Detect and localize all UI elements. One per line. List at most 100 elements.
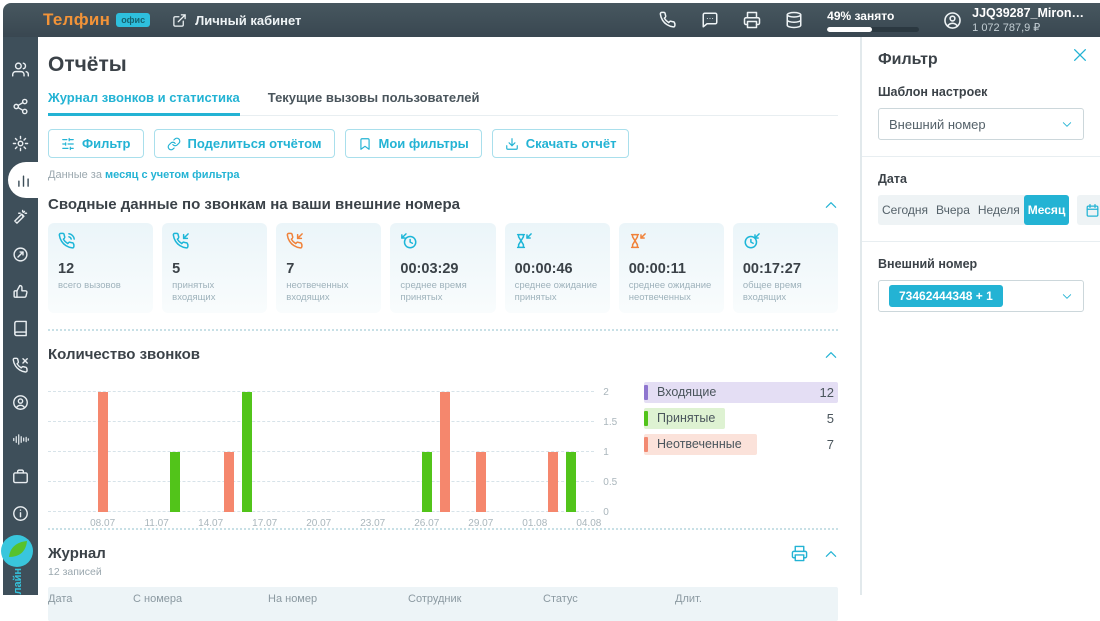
chart-collapse-chevron-icon[interactable] <box>824 348 838 361</box>
leaf-logo-icon[interactable] <box>0 530 40 570</box>
journal-collapse-chevron-icon[interactable] <box>824 547 838 560</box>
summary-collapse-chevron-icon[interactable] <box>824 198 838 211</box>
sidebar-item-bar-chart[interactable] <box>8 162 38 198</box>
filter-button[interactable]: Фильтр <box>48 129 144 158</box>
summary-title: Сводные данные по звонкам на ваши внешни… <box>48 196 460 213</box>
account-name: JJQ39287_Miron… <box>972 5 1084 20</box>
date-option-неделя[interactable]: Неделя <box>977 203 1020 217</box>
journal-column-header: Сотрудник <box>408 592 462 605</box>
stat-label: среднее ожидание неотвеченных <box>628 280 712 304</box>
chart-y-axis: 0 0.5 1 1.5 2 <box>594 380 620 518</box>
stat-card-2: 7 неотвеченных входящих <box>276 223 382 313</box>
sidebar-item-users[interactable] <box>3 51 38 87</box>
book-icon <box>12 320 29 337</box>
phone-call-icon <box>58 232 76 250</box>
sidebar-item-info[interactable] <box>3 495 38 531</box>
sidebar-item-target[interactable] <box>3 236 38 272</box>
x-axis-tick: 01.08 <box>522 517 548 529</box>
stat-card-1: 5 принятых входящих <box>162 223 268 313</box>
x-axis-tick: 20.07 <box>306 517 332 529</box>
chart-title: Количество звонков <box>48 345 200 363</box>
filter-note-link[interactable]: месяц с учетом фильтра <box>105 169 240 181</box>
journal-table-header: Дата С номера На номер Сотрудник Статус Длит. <box>48 586 838 621</box>
template-select-value: Внешний номер <box>889 116 986 132</box>
sidebar-item-phone-x[interactable] <box>3 347 38 383</box>
stat-value: 7 <box>286 261 295 277</box>
sidebar-item-briefcase[interactable] <box>3 458 38 494</box>
bookmark-button[interactable]: Мои фильтры <box>344 129 482 158</box>
capacity-usage: 49% занято <box>827 9 920 32</box>
printer-icon[interactable] <box>743 11 761 29</box>
legend-swatch <box>644 384 649 400</box>
sidebar-item-wand[interactable] <box>3 199 38 235</box>
calls-chart: 08.07 11.07 14.07 17.07 20.07 23.07 26.07 29.07… <box>48 380 838 529</box>
sidebar-item-gear[interactable] <box>3 125 38 161</box>
y-axis-tick: 1.5 <box>603 416 618 428</box>
telfin-logo[interactable]: Телфин офис <box>43 10 151 30</box>
target-icon <box>12 246 29 263</box>
legend-item-2[interactable]: Неотвеченные 7 <box>644 433 838 455</box>
stat-card-6: 00:17:27 общее время входящих <box>732 223 838 313</box>
calendar-icon <box>1085 203 1100 218</box>
sidebar-item-voice[interactable] <box>3 421 38 457</box>
stat-label: общее время входящих <box>742 280 802 304</box>
y-axis-tick: 0 <box>603 506 609 518</box>
avatar-icon <box>943 11 962 30</box>
external-number-label: Внешний номер <box>878 257 978 271</box>
sidebar-item-contact[interactable] <box>3 384 38 420</box>
external-number-select[interactable]: 73462444348 + 1 <box>878 280 1084 312</box>
chart-bar <box>169 451 180 512</box>
legend-item-1[interactable]: Принятые 5 <box>644 407 838 429</box>
storage-icon[interactable] <box>785 11 803 29</box>
date-option-вчера[interactable]: Вчера <box>936 203 970 217</box>
sidebar-item-book[interactable] <box>3 310 38 346</box>
bar-chart-icon <box>15 172 32 189</box>
chart-bar <box>439 391 450 512</box>
y-axis-tick: 0.5 <box>603 476 618 488</box>
briefcase-icon <box>12 468 29 485</box>
legend-item-0[interactable]: Входящие 12 <box>644 381 838 403</box>
account-balance: 1 072 787,9 ₽ <box>972 22 1041 35</box>
stat-value: 00:00:46 <box>514 261 573 277</box>
link-button[interactable]: Поделиться отчётом <box>153 129 335 158</box>
main-content: Отчёты Журнал звонков и статистика Текущи… <box>38 37 861 621</box>
stat-value: 00:17:27 <box>742 261 801 277</box>
journal-column-header: На номер <box>268 592 318 605</box>
stat-label: неотвеченных входящих <box>286 280 349 304</box>
tab-1[interactable]: Текущие вызовы пользователей <box>267 90 480 105</box>
download-button[interactable]: Скачать отчёт <box>491 129 630 158</box>
legend-value: 12 <box>819 384 834 400</box>
chart-bar <box>97 391 108 512</box>
sidebar-item-thumbs-up[interactable] <box>3 273 38 309</box>
usage-progress-fill <box>827 26 873 32</box>
chat-icon[interactable] <box>701 11 719 29</box>
usage-progressbar <box>827 26 920 32</box>
personal-cabinet-link[interactable]: Личный кабинет <box>172 13 301 28</box>
page-title: Отчёты <box>48 53 127 76</box>
logo-badge: офис <box>116 13 151 27</box>
phone-icon[interactable] <box>659 11 677 29</box>
filter-note: Данные за месяц с учетом фильтра <box>48 169 838 181</box>
wand-icon <box>12 209 29 226</box>
clock-incoming-icon <box>400 232 418 250</box>
stat-value: 12 <box>58 261 75 277</box>
bookmark-icon <box>358 137 372 151</box>
close-icon[interactable] <box>1072 47 1088 63</box>
x-axis-tick: 29.07 <box>468 517 494 529</box>
tab-0[interactable]: Журнал звонков и статистика <box>48 90 240 116</box>
account-menu[interactable]: JJQ39287_Miron… 1 072 787,9 ₽ <box>943 5 1084 35</box>
date-label: Дата <box>878 172 907 186</box>
sidebar-footer: лайн <box>0 530 40 595</box>
chart-bar <box>547 451 558 512</box>
journal-print-icon[interactable] <box>791 545 808 562</box>
chevron-down-icon <box>1061 291 1073 302</box>
journal-title: Журнал <box>48 544 106 562</box>
date-option-сегодня[interactable]: Сегодня <box>882 203 928 217</box>
link-icon <box>167 137 181 151</box>
calendar-button[interactable] <box>1077 195 1100 225</box>
sidebar-item-network[interactable] <box>3 88 38 124</box>
date-option-месяц[interactable]: Месяц <box>1023 195 1070 225</box>
x-axis-tick: 04.08 <box>576 517 602 529</box>
template-select[interactable]: Внешний номер <box>878 108 1084 140</box>
stat-card-5: 00:00:11 среднее ожидание неотвеченных <box>618 223 724 313</box>
